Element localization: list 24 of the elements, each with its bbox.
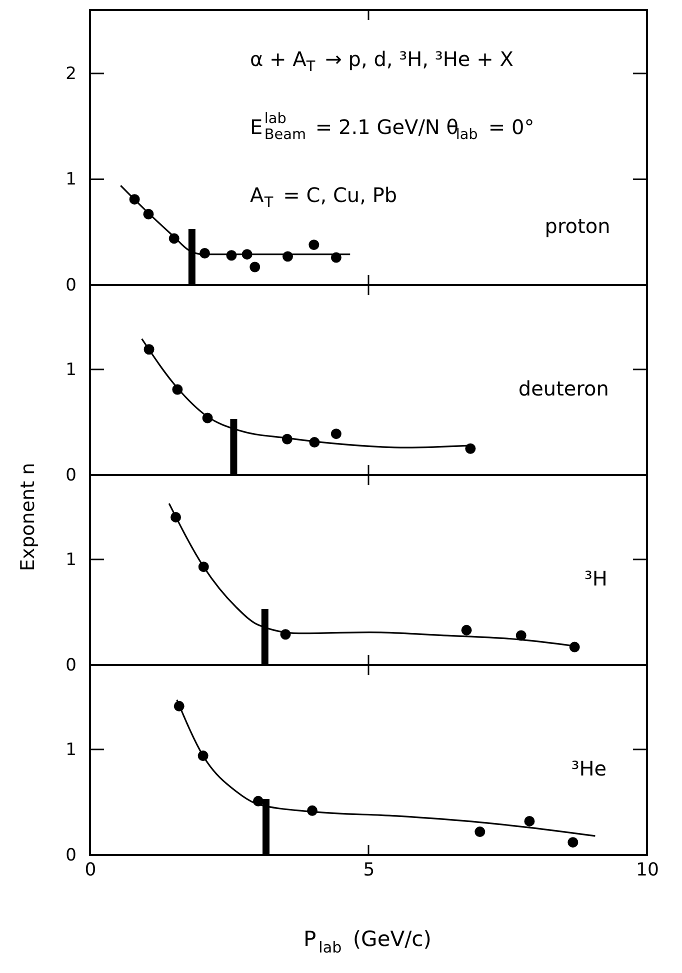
point (474, 826, 486, 838)
y-tick-label: 0 (66, 846, 76, 866)
y-tick-label: 0 (66, 656, 76, 676)
annotation: ³H (584, 566, 608, 590)
point (524, 816, 535, 826)
annotation: deuteron (518, 376, 609, 400)
y-tick-label: 1 (66, 170, 76, 190)
y-axis-title: Exponent n (17, 462, 39, 572)
point (461, 624, 472, 636)
annotation: proton (544, 214, 610, 238)
x-tick-label: 5 (363, 860, 375, 880)
point (250, 262, 260, 272)
y-tick-label: 0 (66, 276, 76, 296)
point (568, 837, 578, 848)
y-tick-label: 1 (66, 360, 76, 380)
point (330, 428, 342, 440)
point (308, 240, 320, 250)
y-tick-label: 2 (66, 64, 76, 84)
y-tick-label: 1 (66, 740, 76, 760)
y-tick-label: 0 (66, 466, 76, 486)
annotation: ³He (571, 756, 607, 780)
y-tick-label: 1 (66, 550, 76, 570)
x-tick-label: 10 (636, 860, 659, 880)
x-tick-label: 0 (84, 860, 96, 880)
